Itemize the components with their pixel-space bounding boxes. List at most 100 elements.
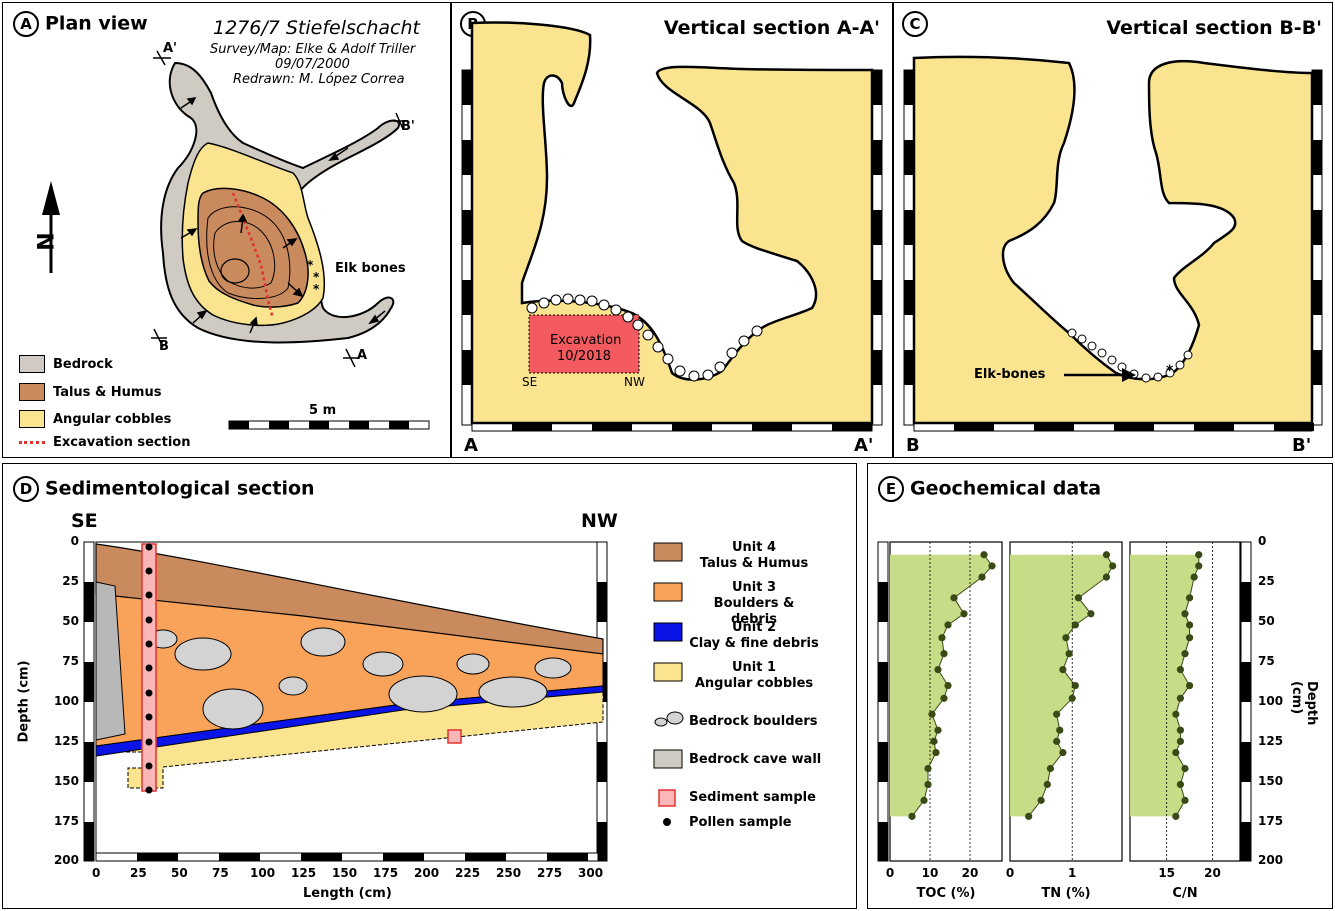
x-tick: 225	[455, 866, 481, 880]
geochem-point	[1185, 621, 1194, 629]
panel-c-letter-wrap: C	[902, 11, 934, 37]
right-depth-ruler	[1240, 541, 1252, 862]
excavation-box	[528, 314, 640, 374]
geochem-point	[1172, 710, 1180, 718]
geochem-point	[1059, 748, 1067, 757]
north-arrow-icon	[42, 181, 60, 273]
y-tick: 100	[1258, 694, 1284, 708]
geochem-point	[930, 737, 938, 745]
boulders	[148, 627, 572, 730]
section-a-map	[461, 21, 883, 432]
geochem-point	[1172, 812, 1180, 820]
geochem-x-tick: 20	[1204, 866, 1221, 880]
geochem-point	[950, 594, 958, 602]
section-marker-a	[343, 348, 359, 368]
panel-d-title: D Sedimentological section	[13, 476, 315, 502]
talus-humus-area	[197, 187, 309, 308]
legend-unit2: Unit 2 Clay & fine debris	[689, 620, 819, 652]
geochem-point	[1056, 726, 1064, 734]
geochem-point	[1185, 634, 1194, 642]
redrawn-text: Redrawn: M. López Correa	[233, 72, 405, 87]
geochem-x-tick: 15	[1158, 866, 1175, 880]
legend-swatch	[19, 410, 45, 428]
geochem-point	[1053, 737, 1061, 745]
panel-d-letter: D	[13, 476, 39, 502]
section-a-right-end: A'	[854, 435, 874, 456]
x-tick: 250	[496, 866, 522, 880]
y-tick: 200	[1258, 853, 1284, 867]
x-tick: 50	[171, 866, 188, 880]
geochem-point	[1181, 650, 1189, 658]
geochem-point	[920, 796, 928, 804]
legend-unit3: Unit 3 Boulders & debris	[689, 580, 819, 628]
bedrock-wall	[95, 581, 126, 741]
legend-unit3-swatch	[653, 582, 683, 602]
x-tick: 150	[332, 866, 358, 880]
left-ruler	[903, 69, 915, 426]
legend-unit1: Unit 1 Angular cobbles	[689, 660, 819, 692]
geochem-x-label-1: TOC (%)	[917, 886, 976, 901]
e-y-axis-label: Depth (cm)	[1289, 681, 1319, 726]
y-tick: 175	[1258, 814, 1284, 828]
geochem-point	[1109, 562, 1117, 570]
north-label: N	[34, 232, 60, 251]
geochem-point	[1176, 780, 1185, 789]
geochem-point	[1181, 796, 1189, 804]
x-ticks: 0 25 50 75 100 125 150 175 200 225 250 2…	[92, 866, 603, 882]
geochem-point	[944, 621, 952, 629]
legend-unit-desc: Boulders & debris	[713, 596, 795, 627]
legend-label: Angular cobbles	[53, 411, 172, 427]
panel-d: D Sedimentological section SE NW	[2, 463, 857, 909]
legend-talus: Talus & Humus	[19, 383, 161, 401]
legend-label: Bedrock	[53, 356, 113, 372]
geochem-point	[1062, 634, 1070, 642]
legend-pollen-dot	[663, 818, 671, 826]
geochem-point	[908, 812, 916, 820]
x-tick: 300	[578, 866, 604, 880]
geochem-point	[940, 650, 948, 658]
legend-swatch	[19, 355, 45, 373]
panel-d-title-text: Sedimentological section	[45, 477, 315, 500]
survey-date: 09/07/2000	[275, 57, 350, 72]
geochem-point	[988, 562, 996, 570]
geochem-point	[1185, 594, 1194, 602]
legend-unit-desc: Talus & Humus	[699, 556, 809, 571]
section-b-right-end: B'	[1292, 435, 1312, 456]
marker-a1-label: A'	[163, 41, 178, 56]
marker-b1-label: B'	[401, 119, 415, 134]
geochem-point	[928, 710, 936, 718]
y-tick: 100	[53, 694, 79, 708]
y-tick: 125	[53, 734, 79, 748]
y-tick: 200	[53, 853, 79, 867]
x-tick: 200	[414, 866, 440, 880]
geochem-point	[1074, 594, 1083, 602]
legend-unit-desc: Angular cobbles	[694, 676, 814, 691]
geochem-point	[960, 610, 968, 618]
panel-c-letter: C	[902, 11, 928, 37]
elk-bones-label: Elk bones	[335, 261, 406, 276]
geochem-point	[1087, 610, 1095, 618]
left-depth-ruler	[877, 541, 889, 862]
geochem-point	[1059, 666, 1067, 674]
x-tick: 25	[130, 866, 147, 880]
geochem-point	[940, 694, 948, 702]
scale-label: 5 m	[309, 403, 337, 418]
legend-dotted-line	[19, 441, 45, 444]
geochem-point	[934, 666, 942, 674]
flow-arrows	[180, 97, 386, 334]
panel-e-title: E Geochemical data	[878, 476, 1101, 502]
geochem-point	[1176, 694, 1185, 702]
geochem-point	[1190, 573, 1198, 581]
y-tick: 150	[53, 774, 79, 788]
sediment-section-chart	[83, 541, 684, 862]
right-ruler	[1311, 69, 1323, 426]
geochem-x-tick: 20	[962, 866, 979, 880]
panel-e-title-text: Geochemical data	[910, 477, 1102, 500]
y-tick: 150	[1258, 774, 1284, 788]
legend-label: Excavation section	[53, 435, 191, 450]
section-b-map: *	[903, 55, 1323, 432]
geochem-area-2	[1010, 554, 1113, 817]
x-tick: 275	[537, 866, 563, 880]
panel-e-letter: E	[878, 476, 904, 502]
geochem-point	[1172, 748, 1180, 757]
